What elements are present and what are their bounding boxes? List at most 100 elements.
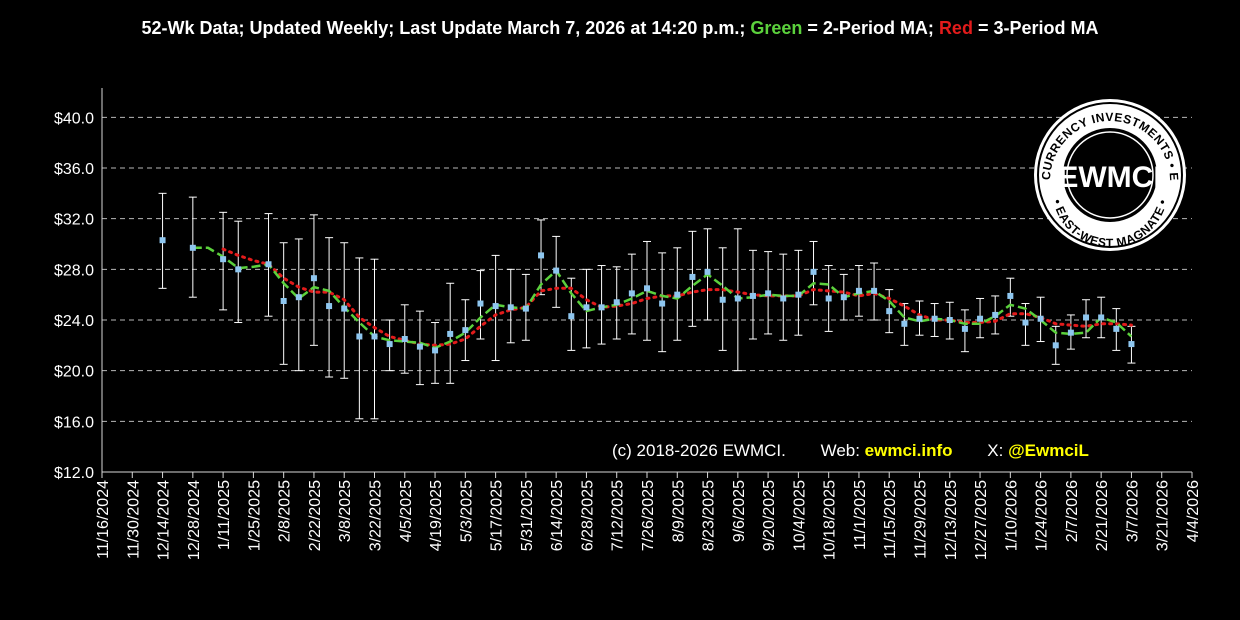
data-point [235, 266, 242, 273]
data-point [1037, 315, 1044, 322]
data-point [1052, 342, 1059, 349]
data-point [522, 305, 529, 312]
x-tick-label: 1/25/2025 [246, 480, 263, 551]
data-point [749, 292, 756, 299]
y-tick-label: $20.0 [54, 364, 94, 381]
x-tick-label: 12/28/2024 [186, 480, 203, 560]
data-point [1067, 329, 1074, 336]
title-part2: = 2-Period MA; [802, 18, 939, 38]
data-point [780, 295, 787, 302]
data-point [1022, 319, 1029, 326]
ewmci-logo: CRYPTOCURRENCY INVESTMENTS • EST. 2018 •… [1034, 99, 1186, 251]
data-point [886, 308, 893, 315]
x-tick-label: 11/1/2025 [852, 480, 869, 550]
data-point [356, 333, 363, 340]
footer-x-handle[interactable]: @EwmciL [1008, 441, 1089, 460]
data-point [1098, 314, 1105, 321]
data-point [719, 296, 726, 303]
x-tick-label: 2/7/2026 [1064, 480, 1081, 542]
svg-text:(c) 2018-2026 EWMCI. Web: (c) 2018-2026 EWMCI. Web: ewmci.info X: … [612, 441, 1089, 460]
x-tick-label: 8/9/2025 [670, 480, 687, 542]
footer-x-label: X: [987, 441, 1008, 460]
data-point [961, 325, 968, 332]
title-red-word: Red [938, 18, 973, 38]
data-point [992, 311, 999, 318]
data-point [295, 294, 302, 301]
data-point [341, 305, 348, 312]
ma2-line [192, 246, 1133, 350]
data-point [795, 291, 802, 298]
data-point [1083, 314, 1090, 321]
y-tick-label: $32.0 [54, 212, 94, 229]
x-tick-label: 3/22/2025 [368, 480, 385, 551]
x-tick-label: 8/23/2025 [701, 480, 718, 551]
x-tick-label: 11/15/2025 [882, 480, 899, 559]
data-point [916, 315, 923, 322]
data-point [310, 275, 317, 282]
axis-layer [101, 88, 1193, 478]
data-point [538, 252, 545, 259]
title-part1: 52-Wk Data; Updated Weekly; Last Update … [141, 18, 751, 38]
x-tick-label: 4/4/2026 [1185, 480, 1202, 542]
data-point [855, 287, 862, 294]
x-tick-label: 12/13/2025 [943, 480, 960, 560]
data-point [825, 295, 832, 302]
data-point [507, 304, 514, 311]
data-point [280, 298, 287, 304]
title-green-word: Green [750, 18, 803, 38]
x-tick-label: 1/10/2026 [1003, 480, 1020, 551]
data-point [326, 303, 333, 310]
x-tick-label: 10/18/2025 [822, 480, 839, 560]
data-point [810, 268, 817, 275]
x-tick-label: 1/24/2026 [1034, 480, 1051, 551]
data-point [447, 330, 454, 337]
data-point [159, 237, 166, 244]
x-tick-label: 5/31/2025 [519, 480, 536, 551]
data-point [598, 304, 605, 311]
data-point [568, 313, 575, 320]
data-point [1113, 325, 1120, 332]
y-tick-label: $12.0 [54, 465, 94, 482]
data-point [689, 273, 696, 280]
data-point [674, 291, 681, 298]
data-point [401, 336, 408, 342]
y-tick-label: $28.0 [54, 262, 94, 279]
logo-center-text: EWMCI [1058, 161, 1161, 194]
x-tick-label: 6/14/2025 [549, 480, 566, 551]
footer-web-link[interactable]: ewmci.info [865, 441, 953, 460]
x-tick-label: 9/20/2025 [761, 480, 778, 551]
x-tick-label: 4/19/2025 [428, 480, 445, 551]
data-point [492, 303, 499, 310]
x-tick-label: 3/7/2026 [1124, 480, 1141, 542]
data-point [931, 315, 938, 322]
x-tick-label: 2/22/2025 [307, 480, 324, 551]
chart-title: 52-Wk Data; Updated Weekly; Last Update … [0, 18, 1240, 39]
x-tick-label: 11/16/2024 [95, 480, 112, 559]
title-part3: = 3-Period MA [972, 18, 1099, 38]
y-tick-label: $40.0 [54, 110, 94, 127]
footer: (c) 2018-2026 EWMCI. Web: ewmci.info X: … [612, 441, 1089, 460]
data-point [734, 295, 741, 302]
data-point [628, 290, 635, 297]
x-tick-label: 9/6/2025 [731, 480, 748, 542]
data-point [840, 294, 847, 301]
data-point [1007, 292, 1014, 299]
x-tick-label: 5/3/2025 [458, 480, 475, 542]
x-tick-label: 3/8/2025 [337, 480, 354, 542]
data-point [220, 256, 227, 263]
x-tick-label: 12/14/2024 [156, 480, 173, 560]
x-tick-label: 6/28/2025 [579, 480, 596, 551]
error-bar-layer [158, 192, 1136, 420]
data-point [371, 333, 378, 340]
data-point [583, 304, 590, 311]
x-tick-label: 7/26/2025 [640, 480, 657, 551]
data-point [946, 317, 953, 323]
footer-web-label: Web: [821, 441, 865, 460]
x-tick-label: 11/30/2024 [125, 480, 142, 559]
data-point [765, 290, 772, 297]
y-tick-label: $36.0 [54, 161, 94, 178]
x-tick-label: 1/11/2025 [216, 480, 233, 550]
x-tick-label: 2/8/2025 [277, 480, 294, 542]
data-point [977, 315, 984, 322]
